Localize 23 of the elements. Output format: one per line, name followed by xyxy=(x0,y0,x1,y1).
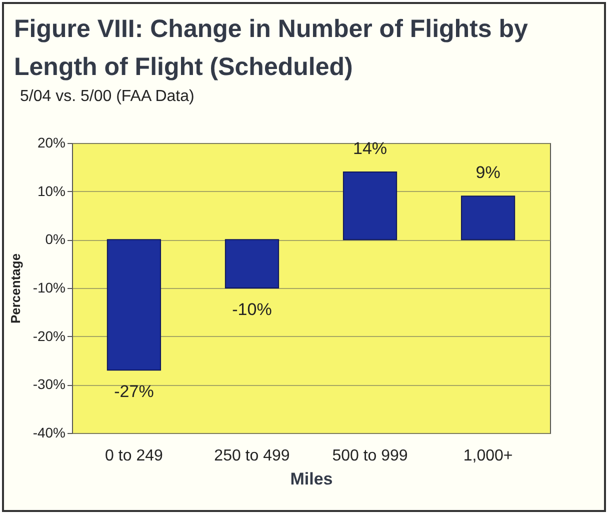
y-tick-label: -40% xyxy=(32,424,66,440)
data-label: 9% xyxy=(476,163,500,182)
data-label: -10% xyxy=(232,300,272,319)
bar xyxy=(224,239,280,288)
chart-title: Figure VIII: Change in Number of Flights by Length of Flight (Scheduled) xyxy=(14,14,529,83)
bar xyxy=(106,239,162,371)
y-tick-label: -10% xyxy=(32,280,66,296)
y-tick-label: 20% xyxy=(37,134,66,150)
bar xyxy=(460,196,516,240)
x-tick-label: 0 to 249 xyxy=(105,448,163,464)
x-tick-label: 1,000+ xyxy=(463,448,513,464)
y-tick-label: -30% xyxy=(32,376,66,392)
x-tick-label: 500 to 999 xyxy=(332,448,408,464)
y-tick-label: -20% xyxy=(32,328,66,344)
y-tick-label: 10% xyxy=(37,182,66,199)
y-axis-title: Percentage xyxy=(8,253,23,324)
chart-subtitle: 5/04 vs. 5/00 (FAA Data) xyxy=(20,88,194,106)
y-tick-label: 0% xyxy=(45,231,66,248)
data-label: -27% xyxy=(114,382,154,402)
bar xyxy=(342,172,398,240)
x-tick-label: 250 to 499 xyxy=(214,448,290,464)
data-label: 14% xyxy=(352,139,388,158)
x-axis-title: Miles xyxy=(290,470,333,488)
